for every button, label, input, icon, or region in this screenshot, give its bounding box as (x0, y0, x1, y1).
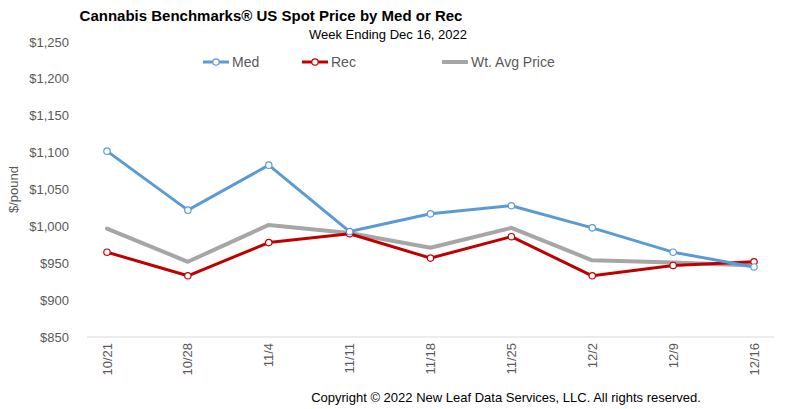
y-tick-label: $850 (40, 330, 69, 345)
y-tick-label: $1,150 (29, 108, 69, 123)
series-marker (670, 262, 676, 268)
x-tick-label: 11/11 (342, 343, 357, 374)
series-marker (185, 273, 191, 279)
series-marker (104, 148, 110, 154)
x-tick-label: 12/2 (585, 343, 600, 368)
y-tick-label: $1,250 (29, 35, 69, 50)
y-axis-label: $/pound (6, 166, 21, 213)
y-tick (83, 300, 87, 301)
legend-marker (213, 59, 219, 65)
series-marker (266, 162, 272, 168)
x-tick-label: 11/4 (261, 343, 276, 367)
x-tick-label: 10/28 (180, 343, 195, 376)
legend-label: Med (232, 54, 259, 70)
annotation: Copyright © 2022 New Leaf Data Services,… (311, 390, 701, 405)
series-marker (508, 234, 514, 240)
x-tick-label: 12/16 (747, 343, 762, 376)
y-tick (83, 78, 87, 79)
x-tick-label: 11/18 (423, 343, 438, 375)
subtitle: Week Ending Dec 16, 2022 (309, 27, 467, 42)
y-tick (83, 226, 87, 227)
legend-swatch (442, 60, 468, 64)
legend-label: Rec (331, 54, 356, 70)
y-tick-label: $1,050 (29, 182, 69, 197)
y-tick (83, 115, 87, 116)
x-tick-label: 12/9 (666, 343, 681, 368)
y-tick (83, 189, 87, 190)
series-marker (589, 273, 595, 279)
chart: Cannabis Benchmarks® US Spot Price by Me… (0, 0, 785, 409)
series-marker (346, 228, 352, 234)
series-group (104, 148, 757, 279)
legend-label: Wt. Avg Price (471, 54, 555, 70)
y-tick-label: $900 (40, 293, 69, 308)
series-line (107, 151, 754, 267)
y-tick-label: $950 (40, 256, 69, 271)
x-tick-label: 11/25 (504, 343, 519, 375)
series-marker (185, 207, 191, 213)
series-marker (266, 239, 272, 245)
y-tick (83, 337, 87, 338)
series-marker (751, 264, 757, 270)
y-tick-label: $1,200 (29, 71, 69, 86)
title: Cannabis Benchmarks® US Spot Price by Me… (80, 7, 463, 24)
series-marker (427, 211, 433, 217)
y-tick (83, 42, 87, 43)
series-line (107, 234, 754, 276)
x-tick-label: 10/21 (100, 343, 115, 376)
y-tick-label: $1,000 (29, 219, 69, 234)
series-line (107, 225, 754, 266)
series-marker (427, 255, 433, 261)
y-tick-label: $1,100 (29, 145, 69, 160)
series-marker (508, 203, 514, 209)
series-marker (670, 249, 676, 255)
series-marker (589, 225, 595, 231)
x-axis-line (87, 337, 774, 338)
series-marker (104, 249, 110, 255)
legend-marker (312, 59, 318, 65)
y-tick (83, 263, 87, 264)
y-tick (83, 152, 87, 153)
